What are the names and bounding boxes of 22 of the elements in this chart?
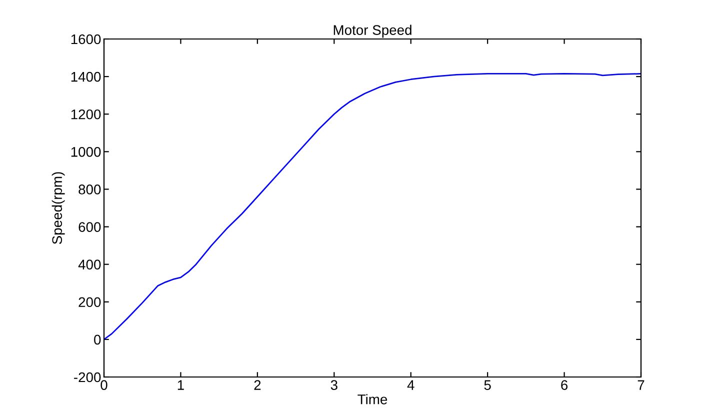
y-tick-label: 800 (78, 184, 101, 194)
line-series (104, 73, 641, 340)
x-tick-label: 7 (638, 380, 644, 390)
y-tick-label: 600 (78, 222, 101, 232)
y-tick-label: 200 (78, 297, 101, 308)
x-tick-label: 0 (100, 380, 108, 390)
chart-title: Motor Speed (334, 24, 412, 38)
x-tick-label: 5 (484, 380, 491, 390)
y-tick-label: 1200 (71, 109, 101, 120)
y-tick-label: 1600 (71, 34, 101, 44)
x-tick-label: 1 (178, 380, 184, 390)
y-tick-label: 0 (94, 334, 101, 345)
y-tick-label: 400 (78, 260, 101, 270)
x-tick-label: 2 (254, 380, 261, 390)
x-tick-label: 6 (561, 380, 568, 390)
x-tick-label: 4 (407, 380, 414, 390)
x-tick-label: 3 (330, 380, 338, 390)
y-tick-label: 1000 (71, 147, 101, 157)
y-tick-label: 1400 (71, 72, 101, 82)
y-axis-title: Speed(rpm) (52, 172, 65, 244)
x-axis-title: Time (358, 394, 388, 404)
y-tick-label: -200 (74, 372, 101, 382)
